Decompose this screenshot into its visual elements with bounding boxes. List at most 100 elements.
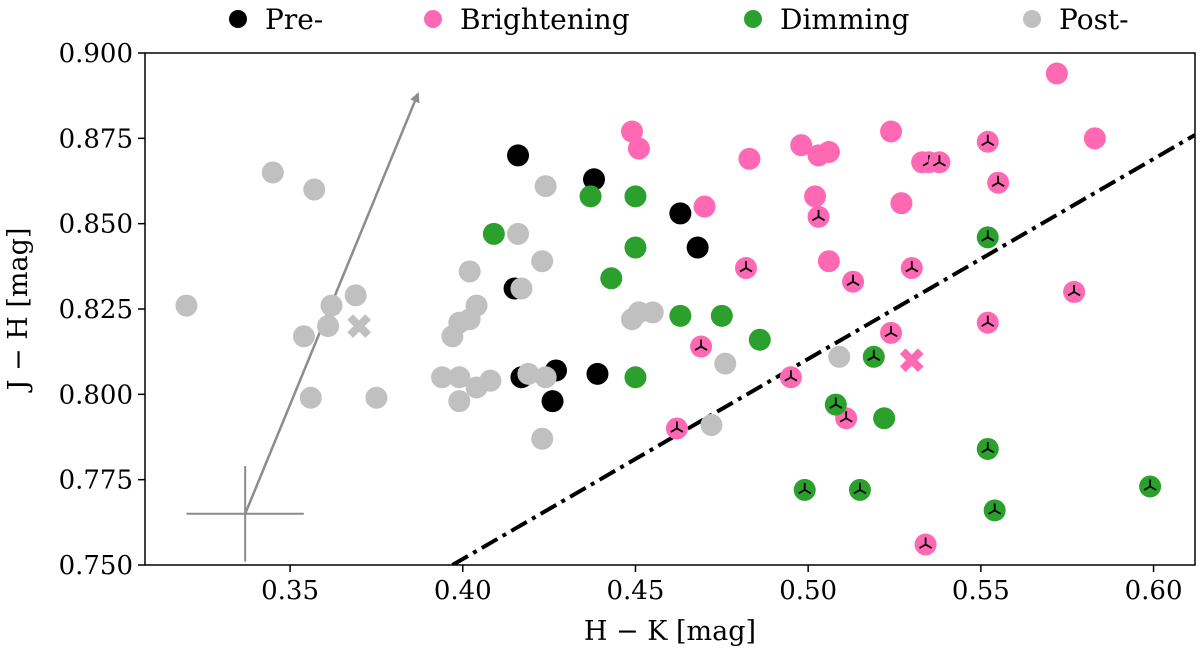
legend-item-bright: Brightening (424, 3, 630, 36)
y-tick-label: 0.875 (59, 124, 133, 154)
tri-point-bright (1063, 280, 1086, 303)
point-dim (669, 304, 692, 327)
point-bright (627, 137, 650, 160)
point-post (458, 308, 481, 331)
legend-item-pre: Pre- (229, 3, 323, 36)
legend-item-dim: Dimming (744, 3, 909, 36)
point-bright (880, 120, 903, 143)
point-post (448, 366, 471, 389)
tri-point-bright (690, 335, 713, 358)
point-bright (817, 140, 840, 163)
point-post (365, 386, 388, 409)
y-axis-label: J − H [mag] (3, 228, 34, 394)
plot-layer (175, 62, 1195, 565)
dash-dot-boundary-line (451, 133, 1195, 565)
tri-point-bright (779, 366, 802, 389)
tri-point-bright (928, 151, 951, 174)
point-post (292, 325, 315, 348)
point-dim (624, 366, 647, 389)
legend: Pre- Brightening Dimming Post- (229, 3, 1129, 36)
legend-label-pre: Pre- (265, 3, 323, 36)
point-dim (710, 304, 733, 327)
plot-frame (144, 52, 1196, 566)
tri-point-bright (900, 257, 923, 280)
x-marker-bright (899, 348, 924, 373)
point-post (175, 294, 198, 317)
y-tick-label: 0.825 (59, 295, 133, 325)
point-post (303, 178, 326, 201)
point-bright (693, 195, 716, 218)
point-post (431, 366, 454, 389)
tri-point-bright (842, 270, 865, 293)
point-post (531, 427, 554, 450)
point-post (299, 386, 322, 409)
point-dim (873, 407, 896, 430)
point-bright (1083, 127, 1106, 150)
axes: 0.35 0.40 0.45 0.50 0.55 0.60 0.750 0.775 0.800 0… (59, 39, 1183, 606)
point-post (534, 175, 557, 198)
y-tick-label: 0.750 (59, 551, 133, 581)
tri-point-bright (914, 533, 937, 556)
x-tick-label: 0.60 (1125, 576, 1183, 606)
legend-marker-post (1023, 10, 1041, 28)
legend-label-post: Post- (1059, 3, 1129, 36)
tri-point-dim (824, 393, 847, 416)
point-bright (790, 134, 813, 157)
point-pre (586, 362, 609, 385)
legend-item-post: Post- (1023, 3, 1129, 36)
tri-point-dim (862, 345, 885, 368)
x-tick-label: 0.55 (952, 576, 1010, 606)
tri-point-dim (976, 226, 999, 249)
point-post (261, 161, 284, 184)
x-tick-label: 0.40 (434, 576, 492, 606)
point-post (458, 260, 481, 283)
point-pre (686, 236, 709, 259)
legend-marker-bright (424, 10, 442, 28)
x-tick-label: 0.50 (779, 576, 837, 606)
legend-marker-pre (229, 10, 247, 28)
point-dim (624, 236, 647, 259)
tri-point-bright (976, 130, 999, 153)
point-post (320, 294, 343, 317)
point-bright (890, 192, 913, 215)
tri-point-dim (793, 478, 816, 501)
tri-point-bright (976, 311, 999, 334)
tri-point-bright (665, 417, 688, 440)
point-bright (804, 185, 827, 208)
tri-point-bright (807, 205, 830, 228)
point-post (507, 222, 530, 245)
point-post (714, 352, 737, 375)
tri-point-bright (987, 171, 1010, 194)
point-post (531, 250, 554, 273)
legend-label-dim: Dimming (780, 3, 909, 36)
point-dim (482, 222, 505, 245)
y-tick-label: 0.800 (59, 380, 133, 410)
y-tick-label: 0.850 (59, 210, 133, 240)
point-post (534, 366, 557, 389)
point-bright (817, 250, 840, 273)
tri-point-bright (880, 321, 903, 344)
point-dim (579, 185, 602, 208)
tri-point-bright (734, 257, 757, 280)
x-tick-label: 0.35 (261, 576, 319, 606)
legend-label-bright: Brightening (460, 3, 630, 36)
point-dim (600, 267, 623, 290)
point-post (641, 301, 664, 324)
x-axis-label: H − K [mag] (584, 616, 756, 647)
y-tick-label: 0.900 (59, 39, 133, 69)
tri-point-dim (976, 437, 999, 460)
point-dim (624, 185, 647, 208)
point-post (448, 390, 471, 413)
point-pre (583, 168, 606, 191)
point-dim (748, 328, 771, 351)
x-tick-label: 0.45 (607, 576, 665, 606)
y-tick-label: 0.775 (59, 466, 133, 496)
tri-point-dim (848, 478, 871, 501)
legend-marker-dim (744, 10, 762, 28)
point-post (317, 315, 340, 338)
tri-point-dim (983, 499, 1006, 522)
point-bright (738, 147, 761, 170)
point-post (828, 345, 851, 368)
point-post (517, 362, 540, 385)
